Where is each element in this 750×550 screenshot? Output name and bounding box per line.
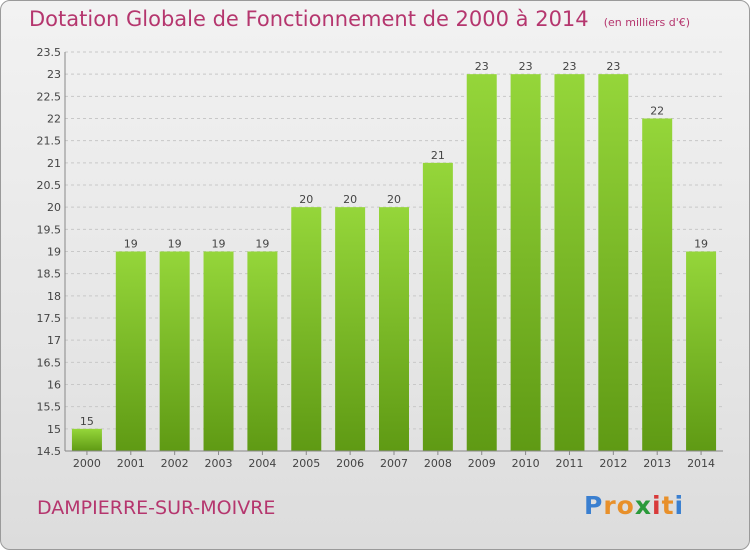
data-label: 19 <box>168 238 182 251</box>
x-tick-label: 2014 <box>687 457 715 470</box>
x-tick-label: 2007 <box>380 457 408 470</box>
bar <box>159 251 190 451</box>
logo-letter: t <box>661 491 675 520</box>
y-tick-label: 20.5 <box>37 179 62 192</box>
y-tick-label: 17.5 <box>37 312 62 325</box>
x-axis: 2000 2001 2002 2003 2004 2005 2006 2007 2008 2009… <box>65 450 723 470</box>
logo-letter: o <box>616 491 635 520</box>
y-tick-label: 18 <box>47 290 61 303</box>
y-tick-label: 23 <box>47 68 61 81</box>
data-label: 19 <box>124 238 138 251</box>
y-tick-label: 14.5 <box>37 445 62 458</box>
x-tick-label: 2005 <box>292 457 320 470</box>
bar <box>466 74 497 452</box>
y-tick-label: 15 <box>47 423 61 436</box>
data-label: 19 <box>255 238 269 251</box>
y-tick-label: 15.5 <box>37 401 62 414</box>
chart-subtitle: (en milliers d'€) <box>603 16 691 29</box>
x-tick-label: 2010 <box>512 457 540 470</box>
bar <box>642 118 673 451</box>
bar <box>291 207 322 451</box>
logo-letter: i <box>652 491 662 520</box>
data-label: 20 <box>343 193 357 206</box>
logo-letter: x <box>634 491 652 520</box>
y-tick-label: 21 <box>47 157 61 170</box>
y-tick-label: 16.5 <box>37 356 62 369</box>
x-tick-label: 2001 <box>117 457 145 470</box>
y-tick-label: 22.5 <box>37 90 62 103</box>
logo-letter: r <box>603 491 617 520</box>
bar <box>554 74 585 452</box>
y-tick-label: 19 <box>47 246 61 259</box>
x-tick-label: 2000 <box>73 457 101 470</box>
y-tick-label: 21.5 <box>37 135 62 148</box>
x-tick-label: 2003 <box>205 457 233 470</box>
x-tick-label: 2011 <box>555 457 583 470</box>
y-tick-label: 18.5 <box>37 268 62 281</box>
bar <box>510 74 541 452</box>
bar <box>422 162 453 452</box>
y-tick-label: 19.5 <box>37 223 62 236</box>
y-tick-label: 22 <box>47 113 61 126</box>
proxiti-logo: Proxiti <box>584 491 684 520</box>
y-tick-label: 16 <box>47 379 61 392</box>
bar <box>115 251 146 451</box>
commune-name: DAMPIERRE-SUR-MOIVRE <box>37 497 276 519</box>
data-label: 23 <box>475 60 489 73</box>
logo-letter: i <box>674 491 685 520</box>
data-label: 20 <box>299 193 313 206</box>
data-label: 22 <box>650 105 664 118</box>
bar <box>71 428 102 451</box>
y-tick-label: 23.5 <box>37 46 62 59</box>
data-label: 20 <box>387 193 401 206</box>
logo-letter: P <box>584 491 604 520</box>
x-tick-label: 2009 <box>468 457 496 470</box>
bar <box>247 251 278 451</box>
y-tick-label: 20 <box>47 201 61 214</box>
x-tick-label: 2004 <box>248 457 276 470</box>
data-label: 19 <box>212 238 226 251</box>
data-labels: 15 19 19 19 19 20 20 20 21 23 23 23 23 22 19 <box>80 60 708 428</box>
chart-title: Dotation Globale de Fonctionnement de 20… <box>29 7 589 31</box>
x-tick-label: 2008 <box>424 457 452 470</box>
x-tick-label: 2006 <box>336 457 364 470</box>
data-label: 19 <box>694 238 708 251</box>
bars <box>71 74 717 452</box>
data-label: 21 <box>431 149 445 162</box>
bar <box>203 251 234 451</box>
bar <box>335 207 366 451</box>
y-axis: 14.5 15 15.5 16 16.5 17 17.5 18 18.5 19 19.5 20 20.5… <box>37 46 66 458</box>
bar <box>379 207 409 451</box>
title-row: Dotation Globale de Fonctionnement de 20… <box>29 7 690 31</box>
data-label: 23 <box>519 60 533 73</box>
data-label: 23 <box>606 60 620 73</box>
data-label: 23 <box>562 60 576 73</box>
x-tick-label: 2013 <box>643 457 671 470</box>
y-tick-label: 17 <box>47 334 61 347</box>
x-tick-label: 2002 <box>161 457 189 470</box>
bar <box>686 251 717 451</box>
bar <box>598 74 629 452</box>
x-tick-label: 2012 <box>599 457 627 470</box>
data-label: 15 <box>80 415 94 428</box>
